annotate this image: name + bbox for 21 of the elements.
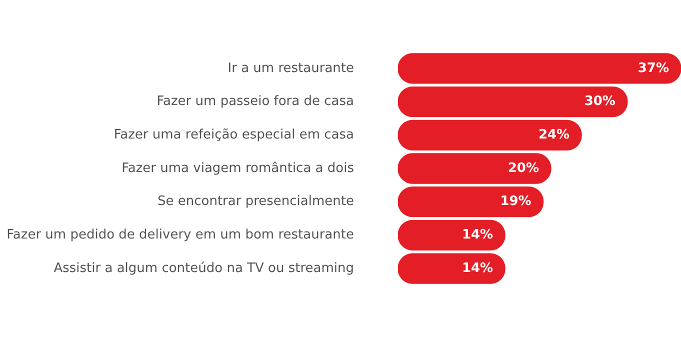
bar [398,253,506,284]
y-tick-label: Fazer uma refeição especial em casa [114,128,354,143]
data-label: 14% [462,260,494,276]
bar [398,186,544,218]
data-label: 20% [508,160,539,176]
data-label: 14% [462,228,494,243]
y-tick-label: Assistir a algum conteúdo na TV ou streaming [54,260,354,276]
bar [398,220,506,251]
bar [398,53,681,84]
data-label: 30% [584,94,616,110]
y-tick-label: Fazer uma viagem romântica a dois [122,160,354,176]
bar [398,86,628,118]
y-tick-label: Se encontrar presencialmente [158,194,354,210]
data-label: 19% [500,194,532,210]
data-label: 24% [538,128,570,143]
y-tick-label: Ir a um restaurante [228,60,354,76]
y-tick-label: Fazer um passeio fora de casa [156,94,354,110]
data-label: 37% [638,60,669,76]
bar [398,153,552,184]
y-tick-label: Fazer um pedido de delivery em um bom restaurante [6,228,354,243]
bar [398,120,582,150]
